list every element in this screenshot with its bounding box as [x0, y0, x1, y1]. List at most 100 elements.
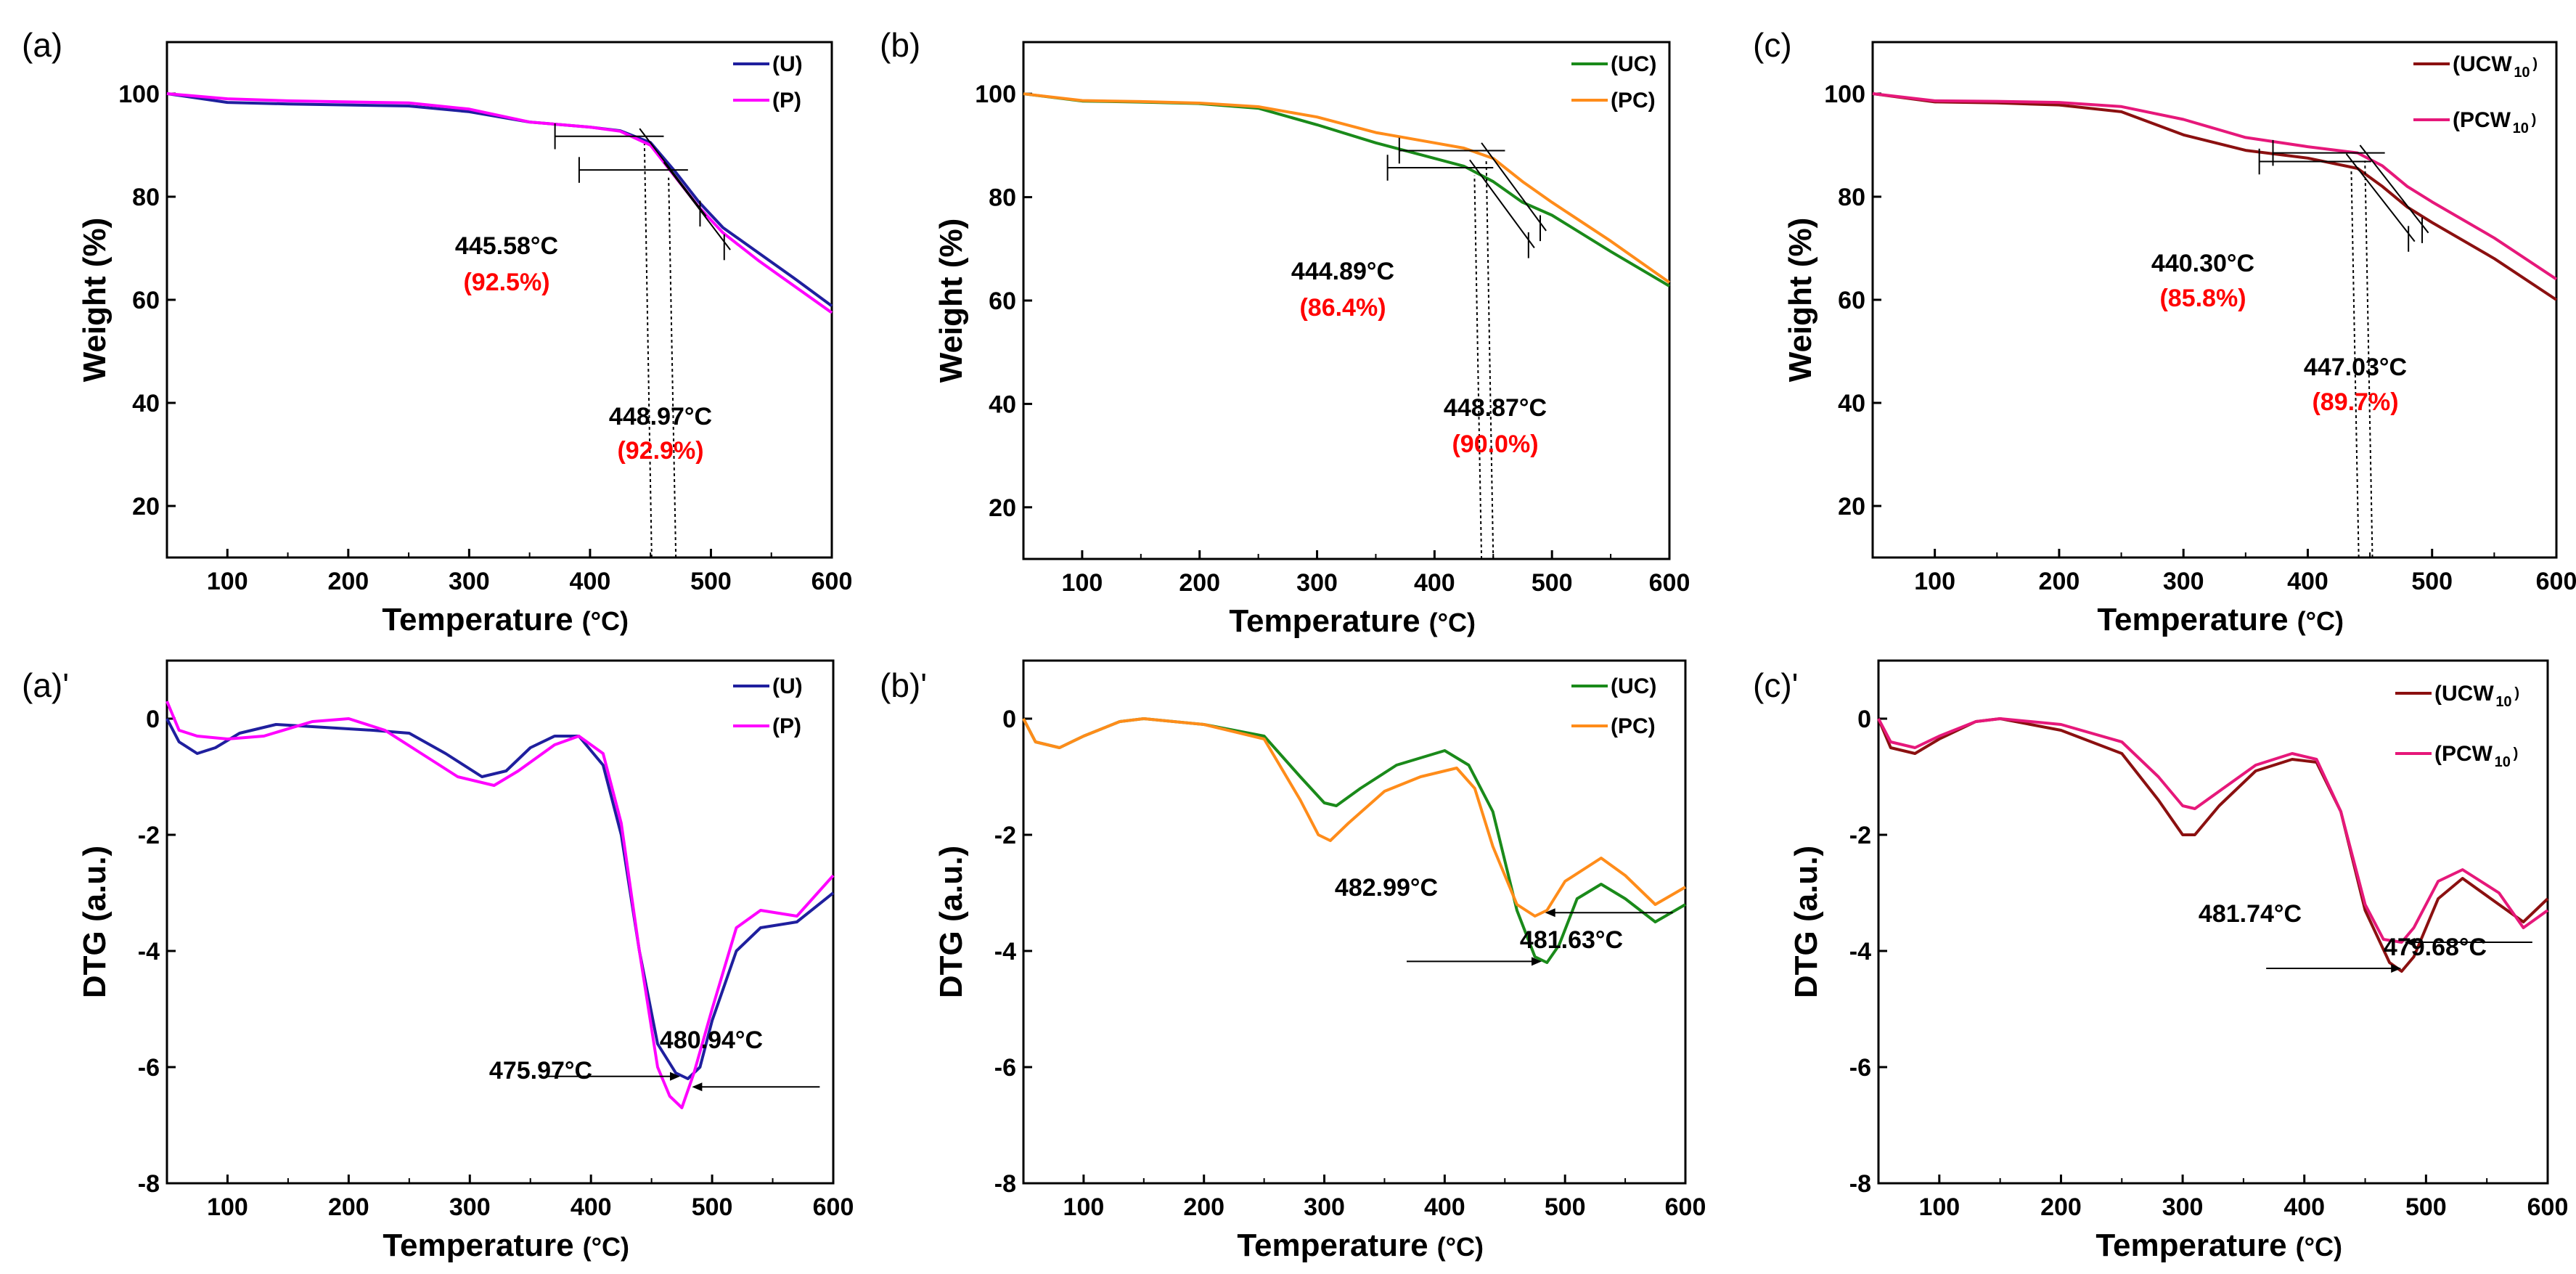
y-tick-label: -4	[1849, 938, 1871, 965]
x-tick-label: 600	[1665, 1193, 1706, 1221]
onset-dotted-line	[1485, 158, 1495, 560]
y-tick-label: 80	[989, 184, 1016, 212]
legend-label: (UC)	[1611, 674, 1656, 698]
slope-tangent	[1469, 159, 1535, 248]
onset-temperature-label: 444.89°C	[1291, 258, 1394, 285]
series-line-1	[1872, 92, 2558, 301]
y-tick-label: 0	[1002, 706, 1016, 733]
y-tick-label: -8	[1849, 1170, 1871, 1198]
y-tick-label: 100	[1824, 81, 1865, 108]
series-line-1	[165, 718, 835, 1080]
y-tick-label: 80	[1838, 184, 1865, 211]
onset-dotted-line	[668, 177, 677, 558]
y-tick-label: 20	[132, 493, 160, 520]
onset-weight-label: (92.9%)	[617, 437, 703, 465]
x-tick-label: 500	[2405, 1193, 2447, 1221]
x-tick-label: 200	[1179, 569, 1220, 597]
panel-label: (b)	[880, 26, 920, 64]
x-axis-unit: (°C)	[2296, 1232, 2342, 1262]
onset-temperature-label: 448.87°C	[1444, 394, 1547, 422]
y-tick-label: 60	[1838, 287, 1865, 314]
y-tick-label: 40	[1838, 390, 1865, 417]
x-tick-label: 500	[690, 568, 732, 595]
panel-label: (a)	[22, 26, 62, 64]
legend-close-paren: )	[2532, 56, 2538, 72]
x-tick-label: 100	[207, 1193, 248, 1221]
y-tick-label: -6	[994, 1054, 1016, 1082]
legend-subscript: 10	[2513, 121, 2529, 136]
peak-arrowhead	[2404, 938, 2415, 947]
y-tick-label: -6	[138, 1054, 160, 1082]
legend-close-paren: )	[2514, 685, 2519, 701]
series-line-2	[1022, 717, 1687, 918]
x-axis-unit: (°C)	[1437, 1232, 1484, 1262]
y-tick-label: -4	[994, 938, 1016, 965]
legend-label: (PCW	[2453, 108, 2511, 132]
series-line-2	[165, 701, 835, 1109]
peak-arrowhead	[670, 1071, 681, 1081]
x-tick-label: 300	[449, 1193, 491, 1221]
y-tick-label: 80	[132, 184, 160, 211]
x-tick-label: 300	[449, 568, 490, 595]
panel-label: (c)'	[1753, 666, 1798, 704]
legend-label: (P)	[772, 89, 801, 113]
x-axis-title: Temperature	[383, 1228, 573, 1263]
y-tick-label: 60	[132, 287, 160, 314]
x-tick-label: 400	[2287, 568, 2328, 595]
plot-frame	[165, 41, 833, 559]
y-tick-label: -8	[138, 1170, 160, 1198]
x-tick-label: 300	[1304, 1193, 1345, 1221]
legend-label: (U)	[772, 52, 803, 76]
y-axis-title: DTG (a.u.)	[933, 846, 969, 998]
onset-weight-label: (85.8%)	[2159, 285, 2246, 312]
x-tick-label: 600	[811, 568, 853, 595]
peak-arrowhead	[2391, 964, 2402, 973]
series-line-2	[166, 92, 833, 314]
onset-dotted-line	[2364, 160, 2373, 558]
y-tick-label: 0	[146, 706, 160, 733]
x-tick-label: 200	[2039, 568, 2080, 595]
peak-temperature-label: 481.74°C	[2199, 900, 2302, 928]
series-line-2	[1872, 92, 2558, 281]
panel-c-tga-ucw-pcw: 100 200 300 400 500 600 20 40 60 80 100 Temperature…	[1753, 26, 2576, 637]
y-axis-title: Weight (%)	[77, 218, 113, 383]
y-tick-label: 100	[975, 81, 1016, 108]
onset-temperature-label: 440.30°C	[2151, 250, 2254, 277]
x-tick-label: 200	[327, 568, 369, 595]
peak-temperature-label: 482.99°C	[1335, 874, 1438, 902]
x-axis-unit: (°C)	[2297, 606, 2344, 636]
panel-b-tga-uc-pc: 100 200 300 400 500 600 20 40 60 80 100 Temperature…	[880, 26, 1690, 639]
x-tick-label: 100	[207, 568, 248, 595]
x-tick-label: 600	[813, 1193, 854, 1221]
onset-dotted-line	[1473, 175, 1483, 560]
y-tick-label: -8	[994, 1170, 1016, 1198]
x-axis-title: Temperature	[382, 602, 573, 637]
series-line-2	[1023, 92, 1671, 284]
legend-close-paren: )	[2514, 746, 2519, 761]
x-tick-label: 500	[1545, 1193, 1586, 1221]
panel-label: (c)	[1753, 26, 1792, 64]
x-tick-label: 200	[2040, 1193, 2082, 1221]
panel-label: (b)'	[880, 666, 927, 704]
onset-weight-label: (92.5%)	[463, 269, 549, 296]
y-tick-label: 40	[989, 391, 1016, 418]
x-tick-label: 500	[2411, 568, 2453, 595]
y-tick-label: 60	[989, 287, 1016, 315]
slope-tangent	[2345, 153, 2416, 242]
x-tick-label: 400	[1424, 1193, 1465, 1221]
slope-tangent	[663, 161, 731, 250]
plot-frame	[1022, 659, 1687, 1185]
x-tick-label: 300	[2162, 1193, 2204, 1221]
legend-label: (PC)	[1611, 89, 1656, 113]
x-tick-label: 400	[571, 1193, 612, 1221]
peak-temperature-label: 481.63°C	[1520, 926, 1623, 954]
onset-weight-label: (86.4%)	[1299, 294, 1386, 322]
legend-subscript: 10	[2495, 754, 2511, 770]
peak-temperature-label: 479.68°C	[2384, 934, 2487, 961]
legend-label: (PC)	[1611, 714, 1656, 738]
y-tick-label: 100	[118, 81, 160, 108]
legend-label: (UC)	[1611, 52, 1656, 76]
legend-subscript: 10	[2495, 694, 2511, 710]
x-axis-title: Temperature	[2095, 1228, 2286, 1263]
